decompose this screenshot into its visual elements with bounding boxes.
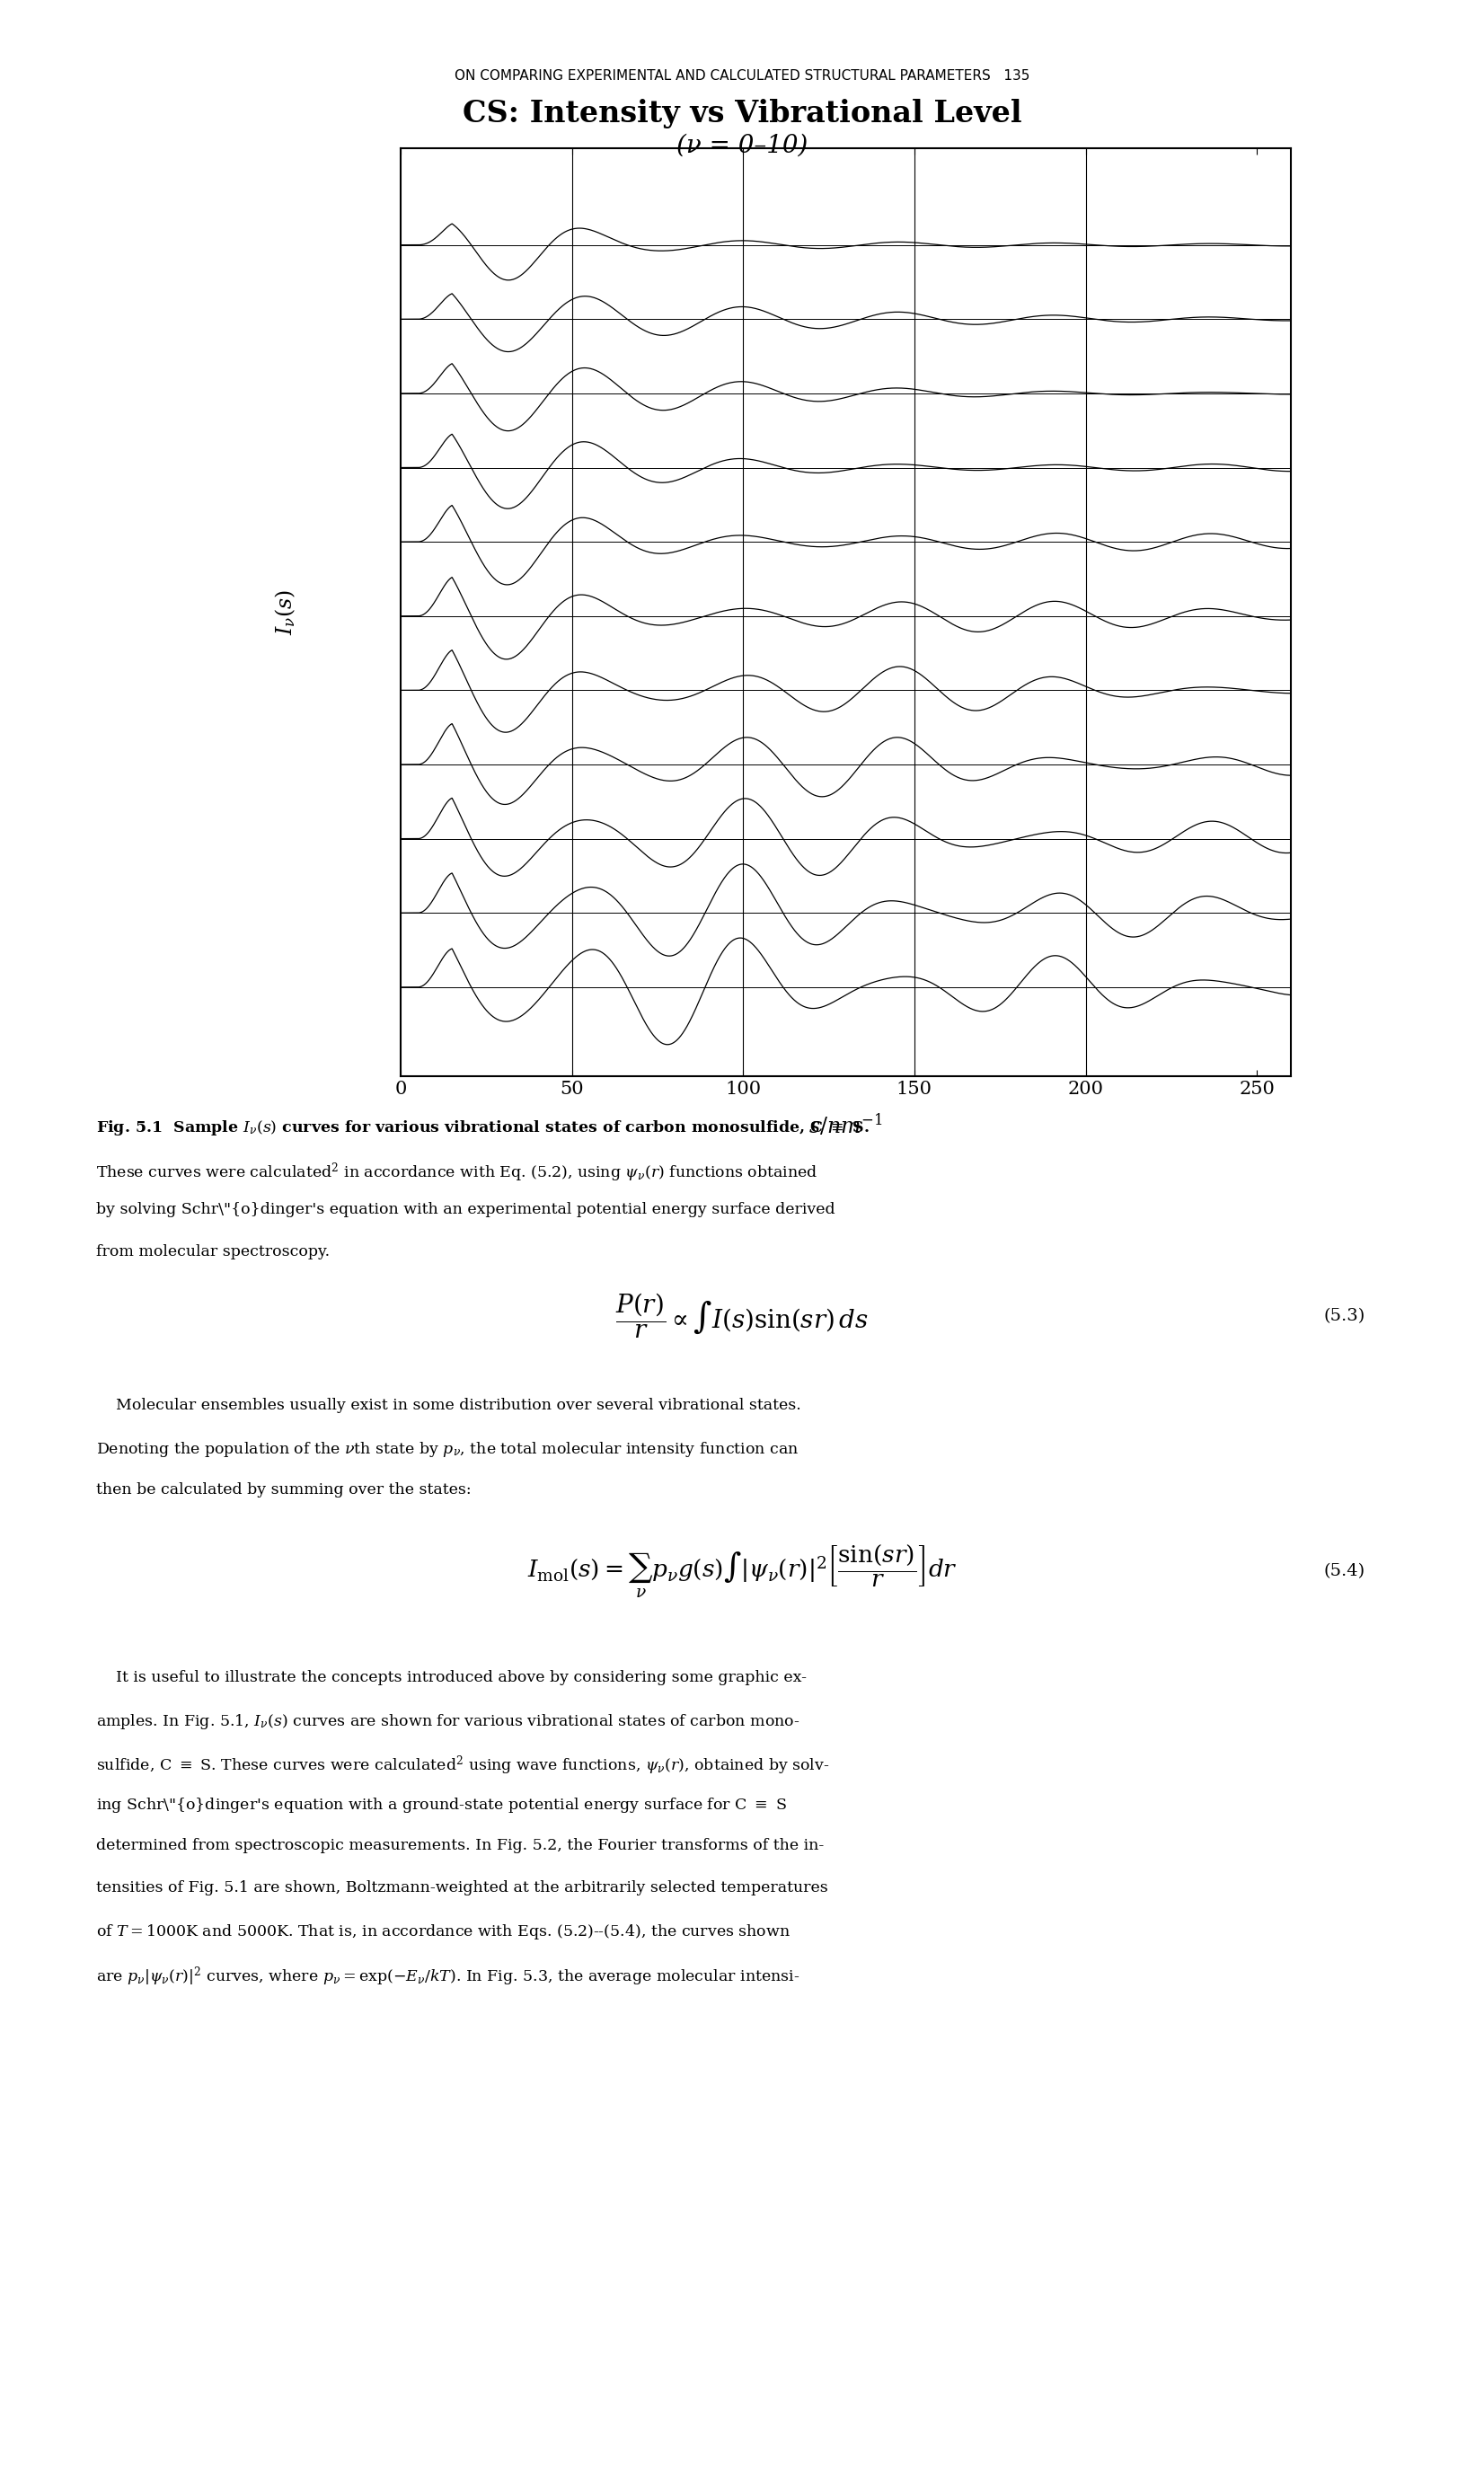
Text: (ν = 0–10): (ν = 0–10) [677, 134, 807, 158]
Text: Fig. 5.1  Sample $I_\nu(s)$ curves for various vibrational states of carbon mono: Fig. 5.1 Sample $I_\nu(s)$ curves for va… [96, 1118, 870, 1138]
Text: CS: Intensity vs Vibrational Level: CS: Intensity vs Vibrational Level [463, 99, 1021, 129]
Text: sulfide, C $\equiv$ S. These curves were calculated$^2$ using wave functions, $\: sulfide, C $\equiv$ S. These curves were… [96, 1754, 830, 1776]
Text: It is useful to illustrate the concepts introduced above by considering some gra: It is useful to illustrate the concepts … [96, 1670, 807, 1685]
Text: Denoting the population of the $\nu$th state by $p_\nu$, the total molecular int: Denoting the population of the $\nu$th s… [96, 1440, 800, 1460]
Text: (5.3): (5.3) [1324, 1309, 1365, 1324]
Text: determined from spectroscopic measurements. In Fig. 5.2, the Fourier transforms : determined from spectroscopic measuremen… [96, 1838, 824, 1853]
Text: Molecular ensembles usually exist in some distribution over several vibrational : Molecular ensembles usually exist in som… [96, 1398, 801, 1413]
Text: $I_\nu(s)$: $I_\nu(s)$ [273, 589, 297, 636]
Text: ON COMPARING EXPERIMENTAL AND CALCULATED STRUCTURAL PARAMETERS   135: ON COMPARING EXPERIMENTAL AND CALCULATED… [454, 69, 1030, 82]
Text: These curves were calculated$^2$ in accordance with Eq. (5.2), using $\psi_\nu(r: These curves were calculated$^2$ in acco… [96, 1160, 818, 1183]
Text: by solving Schr\"{o}dinger's equation with an experimental potential energy surf: by solving Schr\"{o}dinger's equation wi… [96, 1202, 835, 1217]
Text: (5.4): (5.4) [1324, 1564, 1365, 1578]
Text: amples. In Fig. 5.1, $I_\nu(s)$ curves are shown for various vibrational states : amples. In Fig. 5.1, $I_\nu(s)$ curves a… [96, 1712, 800, 1732]
Text: from molecular spectroscopy.: from molecular spectroscopy. [96, 1244, 329, 1259]
Text: then be calculated by summing over the states:: then be calculated by summing over the s… [96, 1482, 472, 1497]
Text: $\dfrac{P(r)}{r} \propto \int I(s)\sin(sr)\,ds$: $\dfrac{P(r)}{r} \propto \int I(s)\sin(s… [616, 1291, 868, 1341]
Text: are $p_\nu|\psi_\nu(r)|^2$ curves, where $p_\nu = \exp(-E_\nu/kT)$. In Fig. 5.3,: are $p_\nu|\psi_\nu(r)|^2$ curves, where… [96, 1964, 800, 1987]
Text: $I_{\mathrm{mol}}(s) = \sum_\nu p_\nu g(s)\int|\psi_\nu(r)|^2\left[\dfrac{\sin(s: $I_{\mathrm{mol}}(s) = \sum_\nu p_\nu g(… [527, 1541, 957, 1601]
Text: tensities of Fig. 5.1 are shown, Boltzmann-weighted at the arbitrarily selected : tensities of Fig. 5.1 are shown, Boltzma… [96, 1880, 828, 1895]
X-axis label: $s/nm^{-1}$: $s/nm^{-1}$ [809, 1113, 883, 1138]
Text: ing Schr\"{o}dinger's equation with a ground-state potential energy surface for : ing Schr\"{o}dinger's equation with a gr… [96, 1796, 787, 1816]
Text: of $T = 1000$K and 5000K. That is, in accordance with Eqs. (5.2)--(5.4), the cur: of $T = 1000$K and 5000K. That is, in ac… [96, 1922, 791, 1942]
